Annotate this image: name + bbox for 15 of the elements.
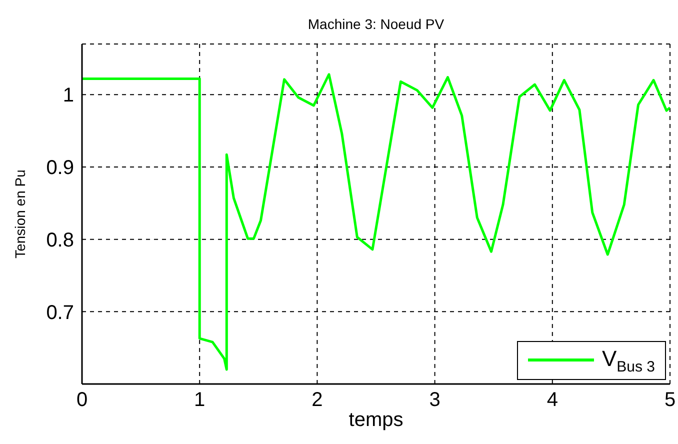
x-tick-label: 2 — [312, 389, 323, 412]
y-tick-label: 0.8 — [46, 229, 74, 252]
x-tick-label: 0 — [76, 389, 88, 412]
x-tick-label: 5 — [664, 389, 676, 412]
x-tick-label: 1 — [194, 389, 206, 412]
y-tick-label: 0.9 — [46, 157, 74, 180]
legend-label: V$_{Bus 3}$ — [602, 346, 655, 375]
y-axis-title: Tension en Pu — [12, 170, 28, 258]
y-tick-label: 0.7 — [46, 302, 74, 324]
x-tick-label: 4 — [546, 389, 558, 412]
y-tick-label: 1 — [62, 84, 74, 107]
line-series — [82, 73, 670, 371]
chart-title: Machine 3: Noeud PV — [306, 16, 446, 32]
x-axis-title: temps — [348, 409, 404, 431]
x-tick-label: 3 — [429, 389, 440, 412]
